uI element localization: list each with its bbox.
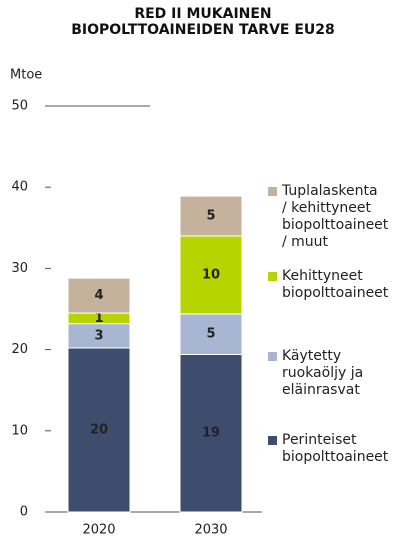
y-tick-label: 10 [11, 423, 28, 438]
legend-swatch [268, 187, 277, 196]
y-tick-label: 30 [11, 261, 28, 276]
data-label: 1 [94, 311, 103, 326]
bar-segment [67, 347, 131, 513]
legend-swatch [268, 352, 277, 361]
data-label: 5 [206, 209, 215, 224]
x-tick-label: 2020 [82, 523, 115, 538]
y-tick-label: 50 [11, 99, 28, 114]
bar-segment [179, 235, 243, 315]
data-label: 5 [206, 327, 215, 342]
legend-swatch [268, 436, 277, 445]
y-tick-label: 20 [11, 342, 28, 357]
bar-segment [67, 323, 131, 349]
bar-segment [179, 195, 243, 237]
bar-segment [179, 313, 243, 355]
data-label: 20 [90, 422, 108, 437]
data-label: 10 [202, 267, 220, 282]
legend-label: Käytetty ruokaöljy ja eläinrasvat [282, 348, 364, 398]
legend-label: Kehittyneet biopolttoaineet [282, 268, 389, 301]
bar-segment [67, 277, 131, 314]
legend-label: Perinteiset biopolttoaineet [282, 432, 389, 465]
y-tick-label: 40 [11, 180, 28, 195]
chart-title: RED II MUKAINEN BIOPOLTTOAINEIDEN TARVE … [71, 6, 335, 38]
data-label: 3 [94, 328, 103, 343]
legend-label: Tuplalaskenta / kehittyneet biopolttoain… [282, 183, 389, 250]
y-axis-label: Mtoe [10, 68, 42, 83]
x-tick-label: 2030 [194, 523, 227, 538]
y-tick-label: 0 [20, 505, 28, 520]
data-label: 4 [94, 288, 103, 303]
legend-swatch [268, 272, 277, 281]
data-label: 19 [202, 426, 220, 441]
